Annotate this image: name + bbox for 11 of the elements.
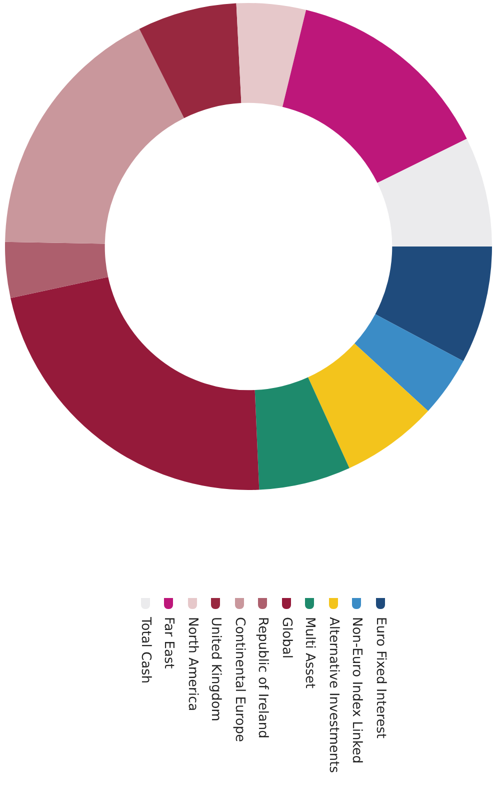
legend-label: Far East [161,617,176,669]
legend-label: Global [278,617,294,658]
legend-label: Republic of Ireland [255,617,270,738]
legend-label: Total Cash [138,617,153,684]
legend-label: Alternative Investments [326,617,341,773]
legend-label: Euro Fixed Interest [372,617,388,739]
legend-label: Non-Euro Index Linked [349,617,364,764]
legend-label: North America [184,617,200,712]
legend-label: Continental Europe [232,617,247,742]
legend-label: United Kingdom [208,617,224,722]
legend-label: Multi Asset [302,617,318,688]
